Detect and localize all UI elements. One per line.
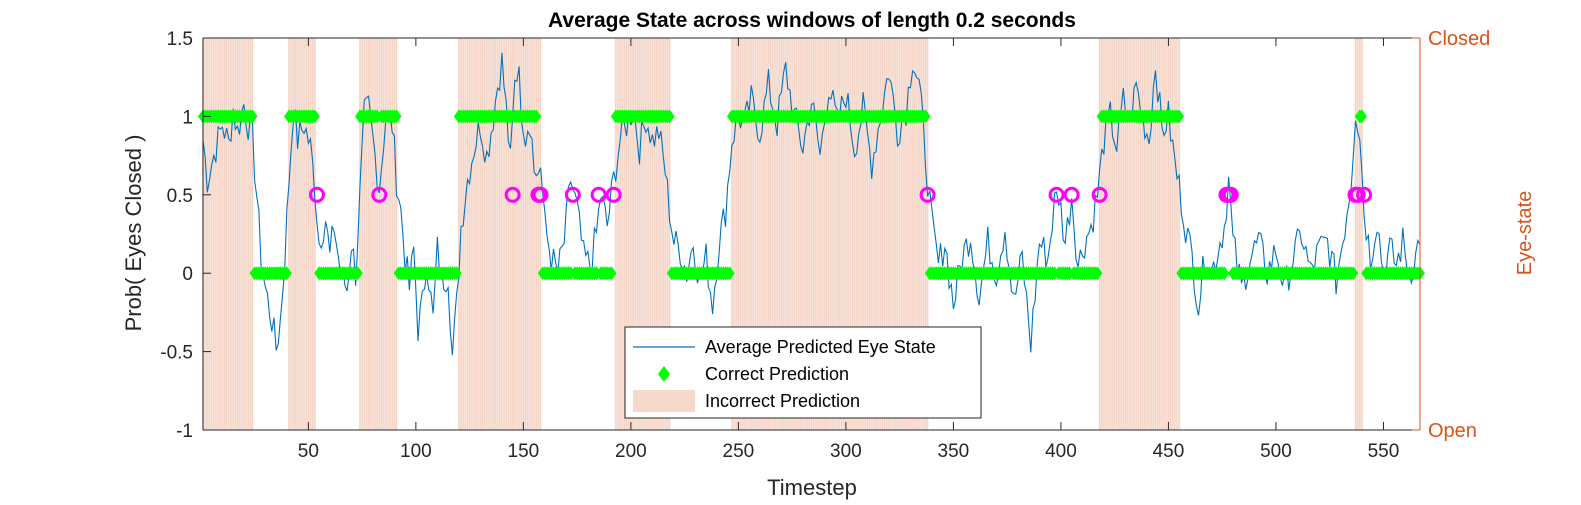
x-tick-label: 300	[830, 441, 862, 462]
incorrect-prediction-marker	[605, 186, 622, 203]
incorrect-prediction-marker	[1349, 186, 1366, 203]
incorrect-prediction-marker	[532, 186, 549, 203]
x-tick-label: 50	[298, 441, 319, 462]
correct-prediction-marker	[281, 266, 292, 281]
correct-prediction-marker	[1348, 266, 1359, 281]
incorrect-prediction-marker	[590, 186, 607, 203]
correct-prediction-marker	[1219, 266, 1230, 281]
incorrect-prediction-marker	[371, 186, 388, 203]
legend-diamond-swatch	[658, 366, 670, 382]
x-tick-label: 350	[938, 441, 970, 462]
correct-prediction-marker	[724, 266, 735, 281]
right-tick-label: Open	[1428, 420, 1477, 442]
axes: 50 100 150 200 250 300 350 400 450 500 550 -1 -0.5 0 0…	[160, 28, 1490, 462]
correct-prediction-marker	[606, 266, 617, 281]
incorrect-prediction-marker	[919, 186, 936, 203]
y-tick-label: -1	[176, 421, 193, 442]
legend-label: Average Predicted Eye State	[705, 337, 936, 357]
correct-prediction-marker	[920, 109, 931, 124]
x-tick-label: 100	[400, 441, 432, 462]
y-tick-label: 1	[182, 107, 193, 128]
average-curve	[202, 52, 1421, 356]
closed-interval-shade	[1354, 38, 1364, 430]
correct-prediction-marker	[1174, 109, 1185, 124]
incorrect-prediction-marker	[1048, 186, 1065, 203]
incorrect-prediction-marker	[564, 186, 581, 203]
x-tick-label: 250	[723, 441, 755, 462]
correct-prediction-marker	[451, 266, 462, 281]
incorrect-prediction-marker	[1091, 186, 1108, 203]
y-tick-label: 1.5	[167, 29, 193, 50]
x-tick-label: 450	[1153, 441, 1185, 462]
y-axis-label: Prob( Eyes Closed )	[121, 135, 146, 332]
y-tick-label: 0.5	[167, 186, 193, 207]
correct-prediction-marker	[664, 109, 675, 124]
x-axis-label: Timestep	[767, 475, 857, 500]
closed-interval-shade	[358, 38, 398, 430]
x-tick-label: 500	[1260, 441, 1292, 462]
right-tick-label: Closed	[1428, 28, 1490, 50]
x-tick-label: 200	[615, 441, 647, 462]
correct-prediction-marker	[531, 109, 542, 124]
y-tick-label: 0	[182, 264, 193, 285]
legend-patch-swatch	[633, 390, 695, 412]
x-tick-label: 150	[508, 441, 540, 462]
correct-prediction-marker	[247, 109, 258, 124]
correct-prediction-marker	[391, 109, 402, 124]
right-axis-label: Eye-state	[1514, 191, 1536, 275]
prediction-markers	[198, 109, 1425, 281]
incorrect-prediction-marker	[1063, 186, 1080, 203]
correct-prediction-marker	[1092, 266, 1103, 281]
x-tick-label: 550	[1368, 441, 1400, 462]
legend-label: Correct Prediction	[705, 364, 849, 384]
legend-label: Incorrect Prediction	[705, 391, 860, 411]
incorrect-prediction-marker	[504, 186, 521, 203]
chart-title: Average State across windows of length 0…	[548, 9, 1076, 32]
correct-prediction-marker	[352, 266, 363, 281]
legend: Average Predicted Eye State Correct Predi…	[624, 326, 982, 419]
closed-interval-shade	[201, 38, 254, 430]
correct-prediction-marker	[1356, 109, 1367, 124]
incorrect-prediction-marker	[1222, 186, 1239, 203]
x-tick-label: 400	[1045, 441, 1077, 462]
incorrect-prediction-marker	[1356, 186, 1373, 203]
closed-interval-shade	[1098, 38, 1181, 430]
y-tick-label: -0.5	[160, 343, 193, 364]
correct-prediction-marker	[309, 109, 320, 124]
incorrect-prediction-marker	[308, 186, 325, 203]
average-predicted-eye-state-line	[202, 52, 1421, 356]
